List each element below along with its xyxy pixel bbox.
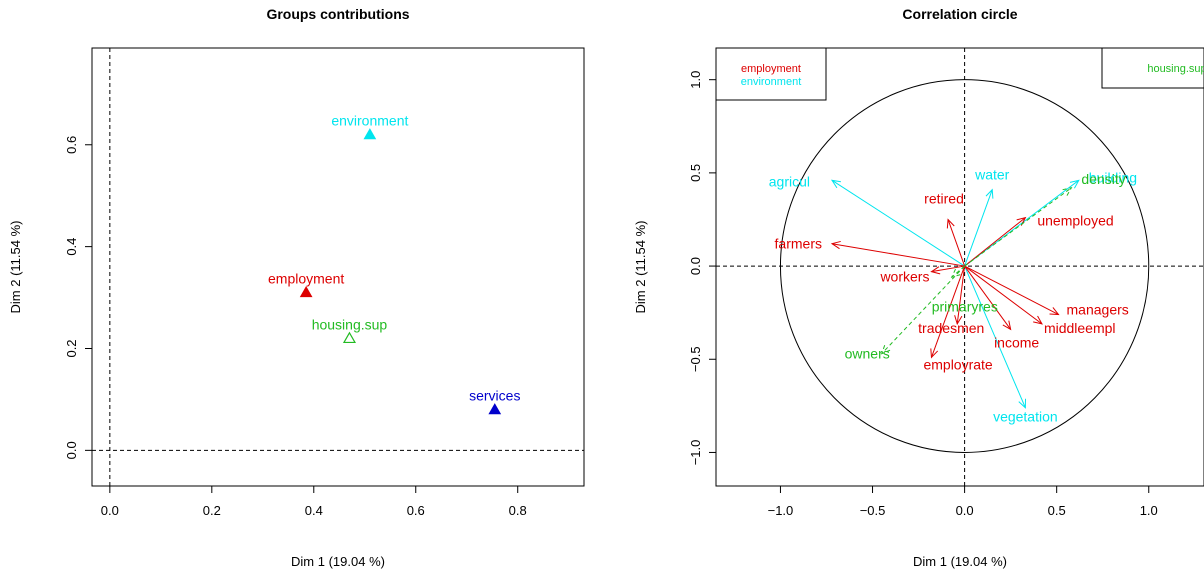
x-tick-label: 1.0 [1140, 503, 1158, 518]
vector-agricul [831, 179, 965, 267]
x-tick-label: 0.2 [203, 503, 221, 518]
vector-head-building [1069, 179, 1080, 189]
vector-retired [947, 219, 966, 267]
x-tick-label: 0.6 [407, 503, 425, 518]
vector-head-vegetation [1018, 398, 1027, 409]
vector-farmers [831, 243, 965, 267]
y-axis-label: Dim 2 (11.54 %) [633, 221, 648, 314]
vector-head-farmers [830, 240, 841, 250]
vector-label-agricul: agricul [769, 173, 810, 189]
x-tick-label: 0.5 [1048, 503, 1066, 518]
vector-head-employrate [930, 348, 939, 359]
vector-employrate [930, 265, 966, 358]
vector-head-water [985, 188, 994, 199]
chart-title: Groups contributions [266, 6, 409, 22]
y-tick-label: 0.2 [64, 339, 79, 357]
x-tick-label: 0.8 [509, 503, 527, 518]
vector-head-owners [880, 345, 891, 355]
vector-label-middleempl: middleempl [1044, 320, 1116, 336]
legend-top-right: housing.sup [1101, 47, 1204, 89]
vector-label-managers: managers [1067, 302, 1129, 318]
point-label-environment: environment [331, 113, 408, 129]
vector-label-workers: workers [879, 269, 929, 285]
vector-head-retired [946, 218, 955, 229]
vector-workers [931, 265, 965, 273]
vector-label-primaryres: primaryres [932, 298, 998, 314]
vector-label-water: water [974, 167, 1010, 183]
y-tick-label: 0.0 [64, 441, 79, 459]
vector-density [964, 187, 1072, 267]
x-tick-label: −0.5 [860, 503, 886, 518]
unit-circle [779, 79, 1150, 453]
plot-area: agricul water building vegetation retired une… [769, 79, 1150, 453]
point-label-employment: employment [268, 270, 344, 286]
x-tick-label: 0.4 [305, 503, 323, 518]
vector-head-managers [1049, 307, 1060, 316]
vector-label-building: building [1089, 169, 1137, 185]
vector-head-workers [930, 266, 941, 275]
vector-head-agricul [830, 179, 841, 189]
vector-head-primaryres [950, 268, 961, 279]
vector-managers [964, 265, 1059, 315]
vector-income [964, 265, 1012, 330]
vector-tradesmen [956, 266, 966, 324]
chart-title: Correlation circle [902, 6, 1017, 22]
legend-entry-employment: employment [741, 63, 801, 75]
point-marker-housing-sup [342, 331, 357, 344]
vector-label-farmers: farmers [775, 236, 822, 252]
vector-unemployed [964, 217, 1026, 267]
vector-owners [881, 265, 965, 355]
legend-entry-environment: environment [741, 76, 802, 88]
x-axis-label: Dim 1 (19.04 %) [291, 554, 385, 569]
x-tick-label: 0.0 [956, 503, 974, 518]
x-tick-label: 0.0 [101, 503, 119, 518]
y-tick-label: −0.5 [688, 346, 703, 372]
x-axis-label: Dim 1 (19.04 %) [913, 554, 1007, 569]
vector-label-owners: owners [845, 346, 890, 362]
vector-label-density: density [1081, 171, 1125, 187]
y-tick-label: 0.6 [64, 136, 79, 154]
legend-box [1101, 47, 1204, 89]
vector-middleempl [964, 265, 1043, 325]
legend-entry-housing-sup: housing.sup [1147, 63, 1204, 75]
point-marker-environment [363, 128, 377, 140]
point-label-services: services [469, 388, 520, 404]
vector-vegetation [964, 265, 1026, 408]
y-tick-label: 0.5 [688, 164, 703, 182]
vector-label-vegetation: vegetation [993, 409, 1058, 425]
y-axis-label: Dim 2 (11.54 %) [8, 221, 23, 314]
vector-label-tradesmen: tradesmen [918, 320, 984, 336]
vector-head-income [1002, 320, 1012, 331]
vector-water [964, 189, 993, 267]
legend-box [715, 47, 827, 101]
vector-label-retired: retired [924, 190, 964, 206]
vector-head-middleempl [1033, 315, 1043, 325]
vector-label-employrate: employrate [923, 356, 992, 372]
y-tick-label: −1.0 [688, 440, 703, 466]
groups-contributions-panel: Groups contributions Dim 1 (19.04 %) Dim 2… [8, 6, 585, 569]
vector-head-tradesmen [954, 315, 963, 326]
point-label-housing-sup: housing.sup [312, 316, 388, 332]
x-tick-label: −1.0 [768, 503, 794, 518]
point-marker-employment [299, 285, 313, 298]
y-tick-label: 0.0 [688, 257, 703, 275]
y-tick-label: 1.0 [688, 71, 703, 89]
y-tick-label: 0.4 [64, 238, 79, 256]
vector-label-income: income [994, 334, 1039, 350]
vector-label-unemployed: unemployed [1037, 213, 1113, 229]
correlation-circle-panel: Correlation circle Dim 1 (19.04 %) Dim 2 (… [633, 6, 1204, 569]
point-marker-services [488, 403, 502, 415]
vector-head-density [1062, 187, 1073, 196]
